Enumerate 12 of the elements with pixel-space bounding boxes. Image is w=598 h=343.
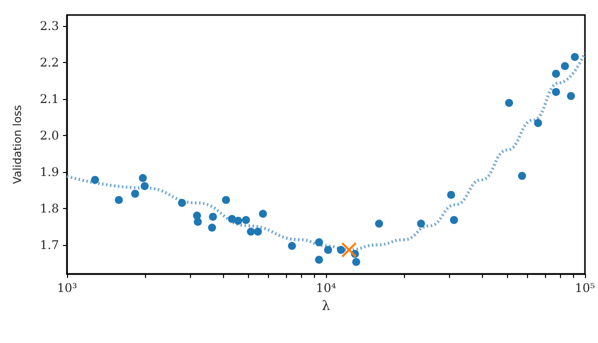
y-tick-label: 2.0 (40, 128, 59, 142)
x-tick-label: 10³ (56, 281, 78, 295)
y-tick-label: 2.2 (40, 55, 59, 70)
y-tick-label: 2.3 (40, 18, 59, 33)
y-axis-title: Validation loss (11, 104, 24, 184)
y-tick-label: 1.9 (40, 164, 59, 179)
x-tick-label: 10⁴ (316, 281, 336, 295)
x-tick-label: 10⁵ (574, 281, 596, 295)
y-tick-label: 1.8 (40, 201, 59, 216)
y-tick-label: 2.1 (40, 92, 59, 106)
y-tick-label: 1.7 (40, 238, 59, 252)
x-axis-title: λ (322, 299, 330, 314)
